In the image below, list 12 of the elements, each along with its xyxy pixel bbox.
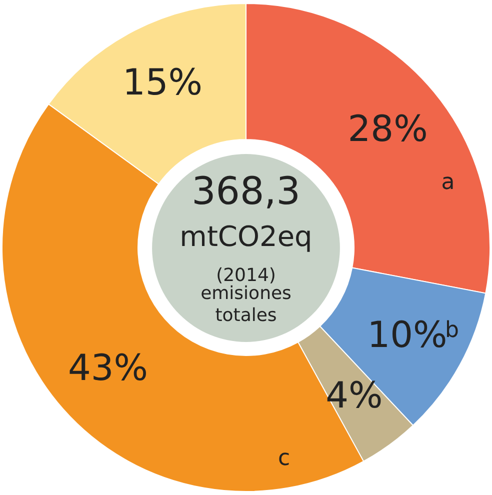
- text: b: [445, 318, 459, 343]
- data-label: 10%: [367, 315, 448, 356]
- text: 368,3: [192, 169, 300, 213]
- data-label: 28%: [348, 109, 428, 150]
- data-label: 4%: [326, 375, 383, 416]
- text: mtCO2eq: [180, 220, 312, 253]
- text: c: [278, 446, 290, 471]
- data-label: 15%: [122, 62, 202, 104]
- text: a: [441, 170, 455, 195]
- text: (2014): [216, 265, 276, 286]
- data-label: 43%: [68, 348, 148, 390]
- text: emisiones totales: [200, 283, 292, 326]
